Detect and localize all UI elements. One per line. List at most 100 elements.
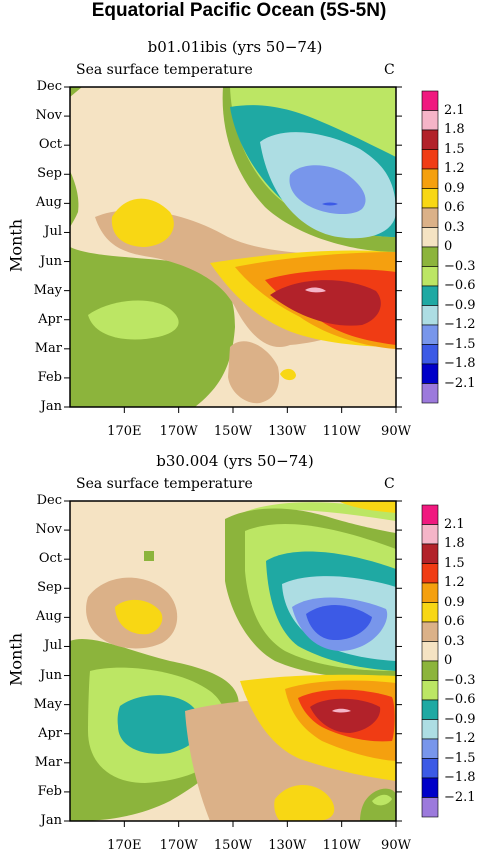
y-tick-jan: Jan — [40, 399, 62, 414]
colorbar-box — [421, 285, 439, 306]
colorbar-label: −1.2 — [444, 317, 476, 332]
colorbar-label: −0.6 — [444, 692, 476, 707]
colorbar-box — [421, 129, 439, 150]
y-tick-jun: Jun — [40, 667, 62, 683]
y-tick-jun: Jun — [40, 253, 62, 269]
x-tick-110w: 110W — [322, 424, 361, 439]
colorbar-label: −2.1 — [444, 789, 476, 805]
contour-pink — [305, 287, 326, 293]
colorbar-label: 0.3 — [444, 219, 465, 235]
colorbar-box — [421, 363, 439, 384]
contour-yellowblob — [111, 198, 174, 247]
colorbar-label: 0.9 — [444, 180, 465, 196]
colorbar-box — [421, 563, 439, 584]
panel-2-subtitle: Sea surface temperature — [76, 476, 253, 492]
colorbar-label: 0.6 — [444, 614, 465, 629]
colorbar-box — [421, 543, 439, 564]
colorbar-box — [421, 246, 439, 267]
colorbar-box — [421, 207, 439, 228]
colorbar-box — [421, 602, 439, 623]
colorbar-label: −0.3 — [444, 672, 476, 688]
colorbar-label: −1.5 — [444, 750, 476, 766]
contour-westtoe — [70, 171, 79, 227]
colorbar-label: 2.1 — [444, 102, 465, 118]
contour-pink — [332, 708, 351, 713]
contour-crimson — [310, 698, 381, 733]
x-tick-150w: 150W — [213, 424, 253, 439]
x-tick-170e: 170E — [107, 838, 142, 853]
colorbar-box — [421, 699, 439, 720]
main-title: Equatorial Pacific Ocean (5S-5N) — [91, 0, 387, 21]
panel-1-title: b01.01ibis (yrs 50−74) — [147, 38, 323, 56]
contour-tanlow — [228, 341, 280, 404]
colorbar-label: 1.2 — [444, 161, 465, 176]
y-tick-feb: Feb — [37, 783, 62, 799]
colorbar-box — [421, 641, 439, 662]
x-tick-150w: 150W — [213, 838, 253, 853]
x-tick-130w: 130W — [268, 838, 307, 853]
y-tick-nov: Nov — [35, 522, 62, 538]
colorbar-label: −1.8 — [444, 770, 476, 785]
colorbar-label: 0.6 — [444, 200, 465, 215]
colorbar-box — [421, 149, 439, 170]
colorbar-label: −1.2 — [444, 731, 476, 746]
y-tick-may: May — [33, 696, 62, 712]
y-tick-apr: Apr — [38, 725, 62, 741]
contour-smallgreen — [144, 551, 154, 561]
contour-westteal — [117, 695, 202, 754]
colorbar-label: −1.8 — [444, 356, 476, 371]
y-tick-jul: Jul — [44, 638, 62, 654]
y-tick-nov: Nov — [35, 108, 62, 124]
colorbar-label: −1.5 — [444, 336, 476, 352]
colorbar-box — [421, 719, 439, 740]
y-tick-jan: Jan — [40, 813, 62, 828]
colorbar-box — [421, 344, 439, 365]
contour-topyellow — [338, 501, 396, 513]
contour-bluedash — [322, 202, 338, 206]
y-tick-oct: Oct — [38, 551, 62, 567]
y-tick-sep: Sep — [37, 166, 62, 182]
contour-yellowbot — [274, 784, 335, 821]
contour-topgreen — [230, 502, 396, 521]
x-tick-170w: 170W — [159, 838, 198, 853]
contour-yellowwest — [115, 599, 163, 635]
x-tick-170w: 170W — [159, 424, 198, 439]
colorbar-label: 1.8 — [444, 536, 465, 551]
colorbar-box — [421, 621, 439, 642]
panel-1-colorbar — [421, 90, 439, 404]
panel-1-units: C — [384, 62, 395, 78]
colorbar-box — [421, 758, 439, 779]
y-tick-aug: Aug — [35, 609, 62, 625]
contour-darkblue — [306, 604, 372, 641]
colorbar-label: −0.6 — [444, 278, 476, 293]
colorbar-label: 1.5 — [444, 555, 465, 571]
x-tick-90w: 90W — [381, 424, 411, 439]
contour-yellowdot — [280, 368, 296, 381]
panel-2-units: C — [384, 476, 395, 492]
colorbar-box — [421, 168, 439, 189]
colorbar-box — [421, 188, 439, 209]
colorbar-box — [421, 524, 439, 545]
colorbar-box — [421, 797, 439, 818]
x-tick-170e: 170E — [107, 424, 142, 439]
panel-2-colorbar — [421, 504, 439, 818]
y-tick-feb: Feb — [37, 369, 62, 385]
colorbar-box — [421, 383, 439, 404]
colorbar-box — [421, 660, 439, 681]
x-tick-90w: 90W — [381, 838, 411, 853]
colorbar-label: 2.1 — [444, 516, 465, 532]
colorbar-box — [421, 266, 439, 287]
colorbar-label: 1.8 — [444, 122, 465, 137]
panel-2-sst-map — [64, 500, 402, 827]
colorbar-box — [421, 680, 439, 701]
y-tick-may: May — [33, 282, 62, 298]
contour-botrightlight — [372, 794, 392, 806]
colorbar-label: −0.9 — [444, 297, 476, 313]
x-tick-130w: 130W — [268, 424, 307, 439]
colorbar-label: 1.5 — [444, 141, 465, 157]
colorbar-box — [421, 504, 439, 525]
colorbar-box — [421, 738, 439, 759]
y-tick-sep: Sep — [37, 580, 62, 596]
y-tick-apr: Apr — [38, 311, 62, 327]
colorbar-label: −2.1 — [444, 375, 476, 391]
